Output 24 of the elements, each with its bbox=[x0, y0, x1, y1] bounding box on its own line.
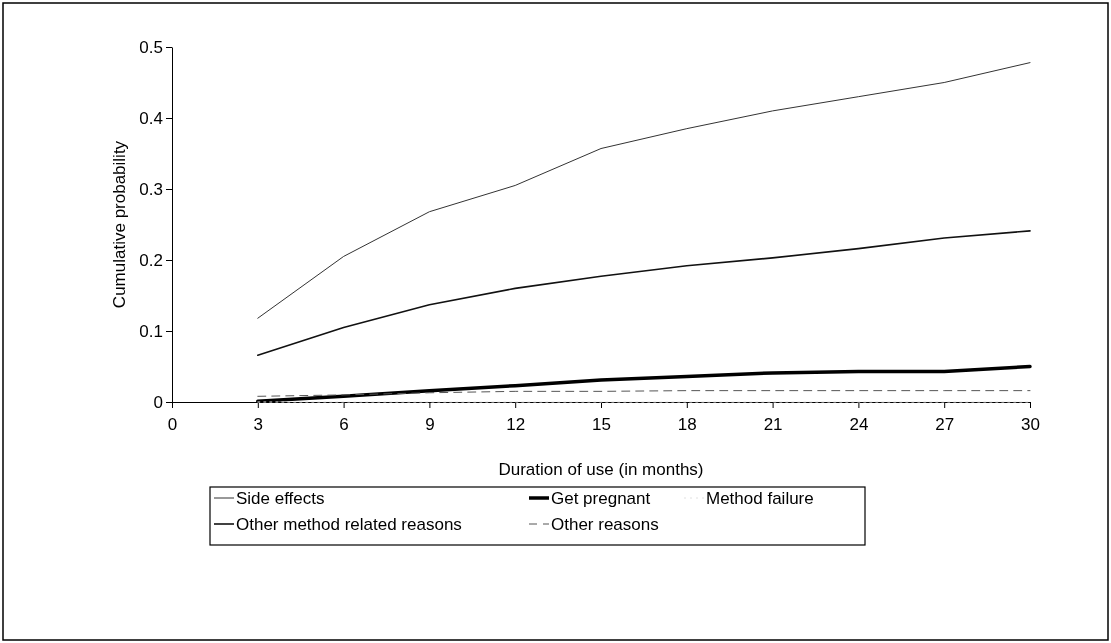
x-tick-label: 30 bbox=[1021, 414, 1040, 434]
y-axis-title: Cumulative probability bbox=[110, 140, 129, 309]
legend-label: Side effects bbox=[236, 489, 325, 508]
y-tick-label: 0.2 bbox=[139, 250, 163, 270]
x-tick-label: 21 bbox=[763, 414, 783, 434]
x-axis-title: Duration of use (in months) bbox=[498, 460, 704, 479]
legend-label: Other method related reasons bbox=[236, 515, 462, 534]
y-tick-label: 0 bbox=[153, 392, 163, 412]
y-tick-label: 0.4 bbox=[139, 108, 163, 128]
legend-label: Other reasons bbox=[551, 515, 659, 534]
x-tick-label: 18 bbox=[677, 414, 697, 434]
x-tick-label: 0 bbox=[167, 414, 178, 434]
x-tick-label: 9 bbox=[425, 414, 435, 434]
x-tick-label: 24 bbox=[849, 414, 869, 434]
x-tick-label: 27 bbox=[935, 414, 955, 434]
x-tick-label: 3 bbox=[253, 414, 264, 434]
y-tick-label: 0.3 bbox=[139, 179, 163, 199]
x-tick-label: 15 bbox=[592, 414, 611, 434]
legend-label: Get pregnant bbox=[551, 489, 651, 508]
y-tick-label: 0.1 bbox=[139, 321, 163, 341]
x-tick-label: 6 bbox=[339, 414, 349, 434]
legend-label: Method failure bbox=[706, 489, 814, 508]
y-tick-label: 0.5 bbox=[139, 37, 163, 57]
x-tick-label: 12 bbox=[506, 414, 526, 434]
